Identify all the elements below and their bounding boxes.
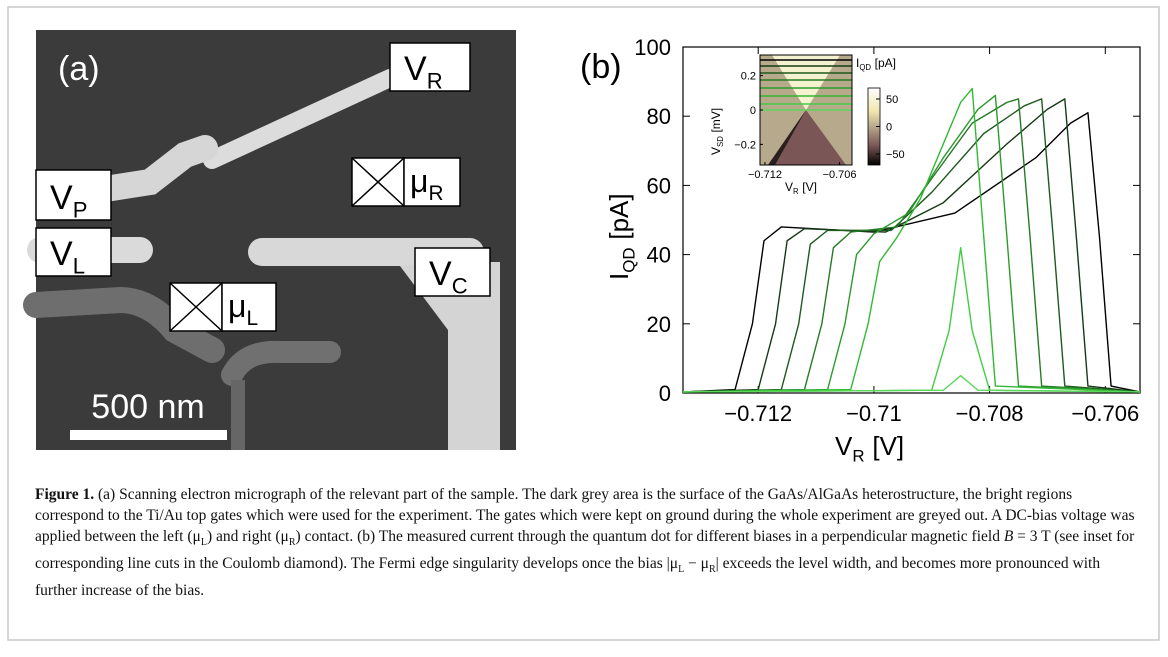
gate-label-sub: L (73, 254, 85, 279)
x-tick-label: −0.706 (1071, 401, 1139, 426)
inset-x-tick-label: −0.706 (823, 169, 857, 181)
inset-y-label: VSD [mV] (709, 108, 725, 155)
y-axis-label: IQD [pA] (604, 193, 639, 280)
x-tick-label: −0.712 (724, 401, 792, 426)
contact-symbol-l (170, 283, 222, 331)
data-line (683, 89, 1140, 392)
inset-x-label-main: V (785, 180, 793, 194)
caption-text: ) and right (μ (207, 528, 289, 545)
x-tick-label: −0.71 (846, 401, 902, 426)
page: Figure 1 html, body { margin: 0; padding… (0, 0, 1168, 657)
panel-label: (b) (580, 48, 622, 86)
inset-x-label-unit: [V] (802, 180, 817, 194)
caption-text: R (289, 537, 296, 548)
inset-y-tick-label: 0.2 (741, 71, 756, 83)
contact-label-main: μ (410, 163, 428, 199)
inset-y-tick-label: −0.2 (734, 139, 756, 151)
contact-label-main: μ (228, 288, 246, 324)
inset-x-label: VR[V] (785, 180, 817, 196)
colorbar-label: IQD[pA] (856, 56, 896, 72)
caption-text: − μ (684, 555, 709, 572)
y-axis-label-sub: QD (620, 247, 639, 272)
contact-symbol-r (352, 158, 404, 206)
contact-label-sub: L (246, 307, 258, 330)
gate-label-main: V (50, 235, 73, 273)
inset-y-tick-label: 0 (750, 105, 756, 117)
colorbar-tick-label: −50 (886, 149, 905, 161)
gate-label-sub: R (427, 69, 443, 94)
y-tick-label: 40 (647, 243, 671, 268)
gate-label-main: V (404, 50, 427, 88)
colorbar-tick-label: 50 (886, 94, 898, 106)
inset-x-tick-label: −0.712 (748, 169, 782, 181)
caption: Figure 1. (a) Scanning electron microgra… (35, 484, 1135, 601)
colorbar-label-sub: QD (859, 63, 871, 72)
y-axis-label-unit: [pA] (604, 193, 634, 239)
y-tick-label: 0 (659, 381, 671, 406)
y-tick-label: 100 (634, 35, 671, 60)
x-axis-label-unit: [V] (872, 431, 904, 461)
x-tick-label: −0.708 (956, 401, 1024, 426)
data-line (683, 248, 1140, 392)
inset-y-label-sub: SD (716, 136, 725, 147)
gate-label-main: V (50, 179, 73, 217)
x-axis-label-sub: R (852, 447, 864, 466)
inset-y-label-main: V (709, 147, 723, 155)
gate-label-sub: C (452, 274, 468, 299)
caption-text: B (1004, 528, 1013, 545)
y-tick-label: 60 (647, 173, 671, 198)
scale-bar-label: 500 nm (91, 388, 204, 426)
panel-label: (a) (58, 50, 100, 88)
inset-x-label-sub: R (793, 187, 799, 196)
caption-label: Figure 1. (35, 486, 94, 503)
plot-frame (683, 47, 1140, 393)
gate-label-main: V (429, 255, 452, 293)
x-axis-label-main: V (835, 431, 853, 461)
colorbar-tick-label: 0 (886, 122, 892, 134)
caption-text: ) contact. (b) The measured current thro… (296, 528, 1004, 545)
x-axis-label: VR [V] (835, 431, 904, 466)
gate-label-sub: P (73, 198, 88, 223)
data-line (683, 113, 1140, 392)
caption-text: R (709, 564, 716, 575)
colorbar-label-unit: [pA] (875, 56, 896, 70)
inset-y-label-unit: [mV] (709, 108, 723, 133)
scale-bar (70, 430, 227, 440)
contact-label-sub: R (428, 182, 443, 205)
y-tick-label: 20 (647, 312, 671, 337)
y-tick-label: 80 (647, 104, 671, 129)
page-body: { "panel_a": { "panel_label": "(a)", "sc… (0, 0, 1168, 657)
y-axis-label-main: I (604, 273, 634, 280)
